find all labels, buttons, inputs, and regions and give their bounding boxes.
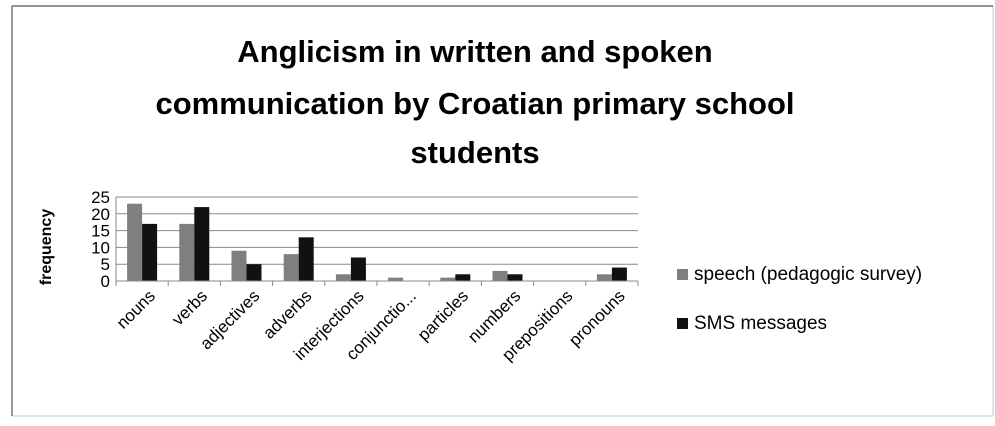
bar-sms-adjectives	[246, 264, 262, 281]
bar-sms-numbers	[507, 274, 523, 281]
bar-sms-nouns	[142, 223, 158, 281]
legend-label-sms: SMS messages	[694, 313, 827, 334]
bar-sms-pronouns	[611, 267, 627, 281]
y-tick-label: 20	[91, 205, 110, 224]
legend-label-speech: speech (pedagogic survey)	[694, 264, 922, 285]
chart-title-line-2: communication by Croatian primary school	[155, 86, 794, 121]
chart-border	[11, 5, 994, 417]
bar-sms-particles	[455, 274, 471, 281]
bar-sms-adverbs	[298, 237, 314, 281]
x-axis	[115, 280, 639, 286]
y-tick-label: 10	[91, 238, 110, 257]
bar-speech-adjectives	[231, 250, 247, 281]
bar-speech-conjunctio	[388, 277, 404, 281]
bar-speech-verbs	[179, 223, 195, 281]
y-tick-label: 15	[91, 222, 110, 241]
bars	[127, 203, 627, 281]
bar-speech-numbers	[492, 270, 508, 281]
bar-sms-verbs	[194, 207, 210, 281]
bar-speech-interjections	[335, 274, 351, 281]
bar-speech-nouns	[127, 203, 143, 281]
bar-speech-adverbs	[283, 254, 299, 281]
bar-speech-pronouns	[596, 274, 612, 281]
legend-swatch-sms	[677, 318, 688, 329]
bar-speech-particles	[440, 277, 456, 281]
legend: speech (pedagogic survey) SMS messages	[677, 264, 922, 334]
y-tick-label: 25	[91, 188, 110, 207]
chart-title-line-3: students	[410, 135, 539, 170]
legend-swatch-speech	[677, 269, 688, 280]
bar-sms-interjections	[350, 257, 366, 281]
y-tick-label: 5	[101, 255, 110, 274]
y-axis-label: frequency	[38, 209, 55, 286]
y-tick-label: 0	[101, 272, 110, 291]
chart-title-line-1: Anglicism in written and spoken	[237, 34, 712, 69]
